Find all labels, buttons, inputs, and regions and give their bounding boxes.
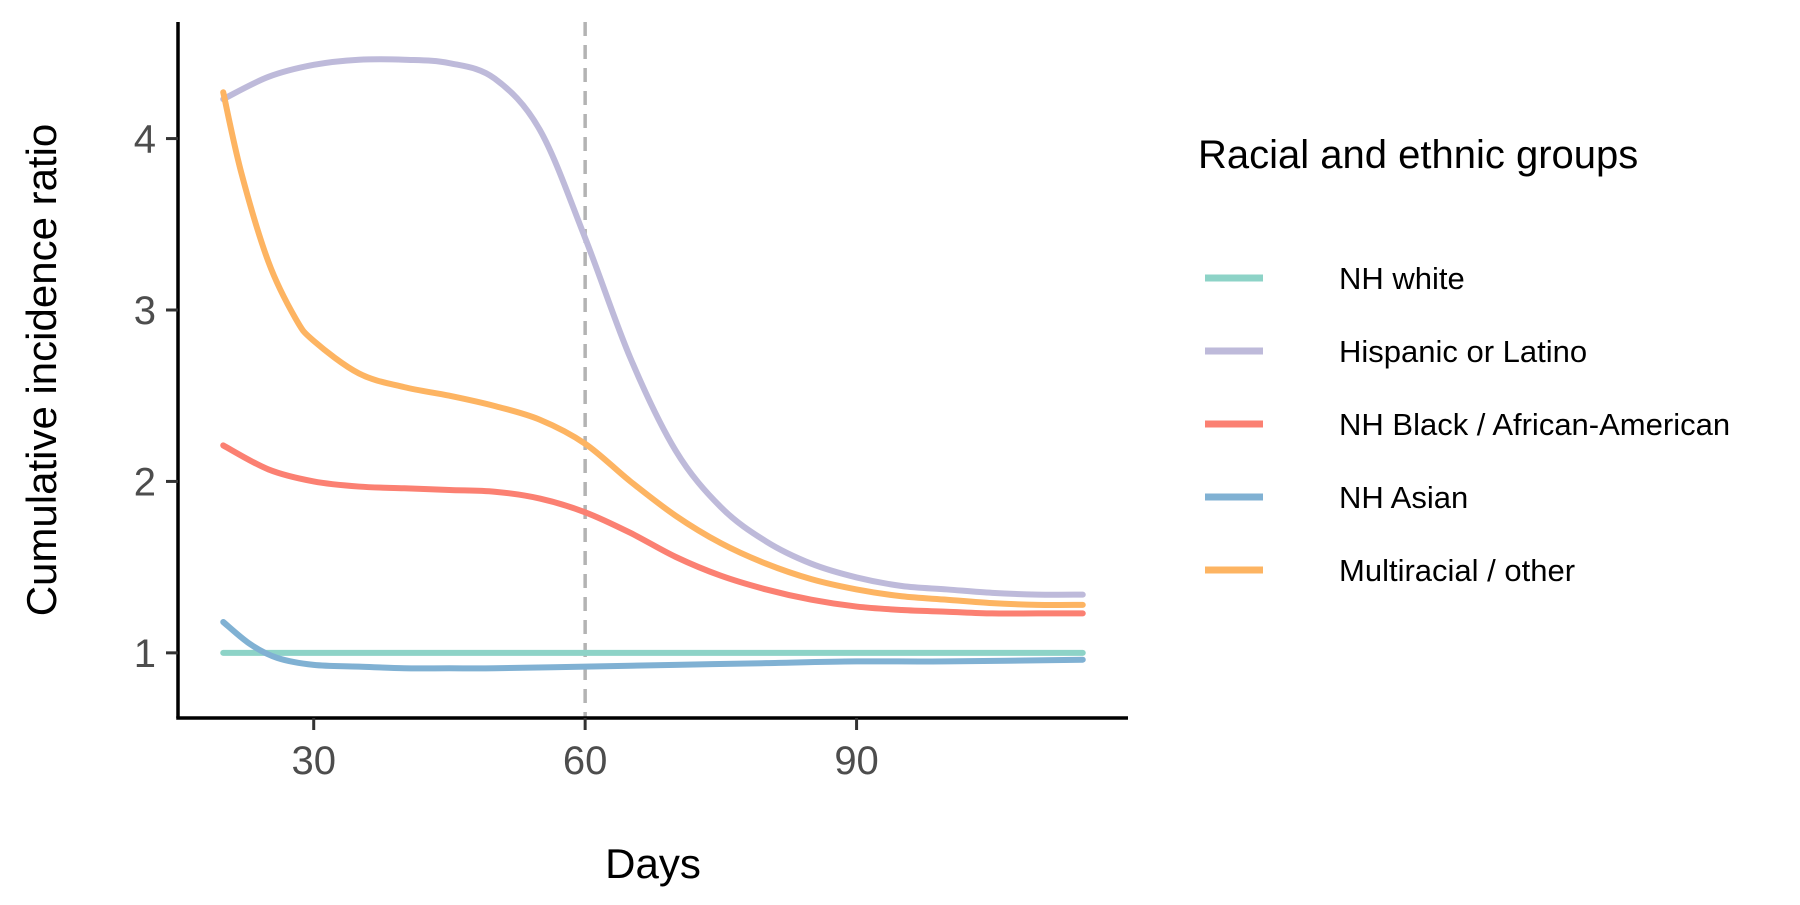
x-tick-label: 30: [291, 739, 336, 783]
y-tick-label: 2: [134, 460, 156, 504]
legend-title: Racial and ethnic groups: [1198, 133, 1638, 177]
ticks: 30 60 90 1 2 3 4: [134, 118, 879, 783]
series-line-2: [220, 56, 1086, 598]
legend-label-3: NH Black / African-American: [1339, 407, 1730, 442]
series-line-5: [220, 89, 1086, 608]
plot-lines: [220, 22, 1086, 718]
legend-label-4: NH Asian: [1339, 480, 1468, 515]
legend-label-1: NH white: [1339, 261, 1465, 296]
legend: Racial and ethnic groups NH white Hispani…: [1198, 133, 1730, 588]
x-tick-label: 90: [834, 739, 879, 783]
series-line-4: [220, 619, 1086, 672]
legend-label-2: Hispanic or Latino: [1339, 334, 1587, 369]
series-line-3: [220, 442, 1086, 617]
y-tick-label: 4: [134, 118, 156, 162]
y-tick-label: 1: [134, 632, 156, 676]
x-axis-title: Days: [605, 840, 701, 887]
y-tick-label: 3: [134, 289, 156, 333]
x-tick-label: 60: [563, 739, 608, 783]
legend-label-5: Multiracial / other: [1339, 553, 1575, 588]
y-axis-title: Cumulative incidence ratio: [18, 124, 65, 617]
